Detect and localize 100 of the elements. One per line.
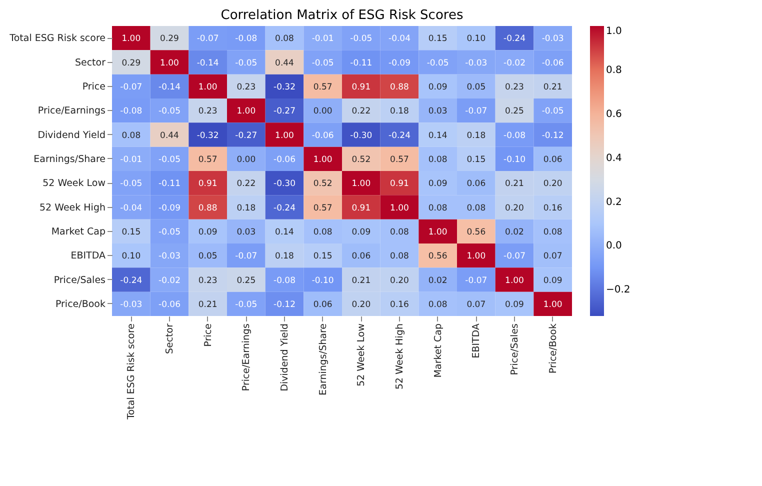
x-tick-label: Dividend Yield: [280, 324, 290, 392]
data-label: 0.29: [160, 34, 179, 44]
data-label: 0.21: [198, 300, 218, 310]
data-label: 0.18: [466, 130, 486, 141]
y-tick-label: Price/Earnings: [38, 106, 106, 117]
data-label: 1.00: [466, 252, 486, 262]
data-label: 0.21: [505, 179, 524, 190]
data-label: -0.09: [158, 203, 180, 214]
data-label: 1.00: [236, 106, 256, 117]
x-tick-label: 52 Week High: [394, 324, 406, 390]
data-label: 1.00: [390, 203, 409, 214]
x-tick-label: Sector: [164, 323, 176, 354]
y-tick-label: Earnings/Share: [34, 154, 106, 165]
data-label: -0.07: [196, 34, 219, 44]
data-label: 0.57: [390, 154, 409, 165]
color-bar-label: 0.0: [606, 240, 622, 252]
data-label: -0.03: [120, 300, 142, 310]
data-label: -0.05: [542, 106, 564, 117]
data-label: -0.07: [504, 252, 526, 262]
data-label: 0.52: [352, 154, 371, 165]
data-label: -0.03: [542, 34, 564, 44]
data-label: 0.91: [390, 179, 409, 190]
y-tick-label: EBITDA: [70, 250, 106, 262]
data-label: -0.02: [504, 58, 526, 68]
data-label: -0.07: [465, 276, 488, 286]
data-label: -0.06: [158, 300, 180, 310]
data-label: -0.10: [312, 276, 334, 286]
data-label: -0.05: [426, 58, 449, 68]
data-label: 0.23: [505, 82, 524, 92]
data-label: 0.57: [198, 154, 218, 165]
data-label: 0.23: [236, 82, 256, 92]
data-label: 1.00: [275, 130, 294, 141]
data-label: -0.11: [158, 179, 180, 190]
color-bar-label: 0.4: [606, 152, 622, 164]
data-label: -0.03: [465, 58, 488, 68]
data-label: -0.05: [158, 227, 180, 238]
data-label: -0.10: [504, 154, 526, 165]
data-label: -0.32: [196, 130, 219, 141]
data-label: 0.21: [352, 276, 371, 286]
data-label: -0.14: [196, 58, 219, 68]
data-label: 0.15: [428, 34, 448, 44]
data-label: 0.02: [505, 227, 524, 238]
data-label: 0.25: [505, 106, 524, 117]
data-label: 0.09: [352, 227, 371, 238]
data-label: -0.05: [120, 179, 142, 190]
data-label: 1.00: [543, 300, 562, 310]
data-label: 0.05: [466, 82, 486, 92]
data-label: -0.12: [542, 130, 564, 141]
data-label: -0.05: [235, 58, 258, 68]
data-label: 0.03: [428, 106, 448, 117]
data-label: 0.52: [313, 179, 332, 190]
color-bar-label: −0.2: [606, 284, 630, 296]
data-label: 0.91: [352, 203, 371, 214]
data-label: 0.08: [313, 227, 332, 238]
data-label: 0.08: [122, 130, 141, 141]
data-label: 0.08: [543, 227, 562, 238]
data-label: 0.03: [236, 227, 256, 238]
data-label: 0.57: [313, 203, 332, 214]
data-label: 0.09: [543, 276, 562, 286]
data-label: -0.08: [235, 34, 258, 44]
x-tick-label: Market Cap: [432, 324, 444, 378]
data-label: 0.20: [543, 179, 562, 190]
data-label: -0.30: [350, 130, 372, 141]
data-label: 1.00: [505, 276, 524, 286]
data-label: 0.44: [160, 130, 179, 141]
data-label: -0.30: [274, 179, 296, 190]
data-label: -0.24: [388, 130, 410, 141]
data-label: -0.05: [350, 34, 372, 44]
color-bar-label: 0.8: [606, 64, 622, 76]
data-label: 0.15: [122, 227, 141, 238]
x-tick-label: Price/Book: [548, 323, 559, 374]
data-label: 0.06: [543, 154, 562, 165]
data-label: 0.09: [505, 300, 524, 310]
data-label: 0.88: [390, 82, 409, 92]
data-label: 0.20: [505, 203, 524, 214]
data-label: 0.18: [236, 203, 256, 214]
data-label: 0.23: [198, 276, 218, 286]
data-label: -0.05: [158, 106, 180, 117]
x-tick-label: Earnings/Share: [318, 323, 329, 396]
data-label: 0.25: [236, 276, 256, 286]
data-label: -0.04: [388, 34, 410, 44]
data-label: 0.08: [275, 34, 294, 44]
data-label: 0.56: [466, 227, 486, 238]
data-label: -0.07: [465, 106, 488, 117]
data-label: 0.05: [198, 252, 218, 262]
data-label: 0.20: [352, 300, 371, 310]
y-tick-label: Dividend Yield: [38, 130, 106, 141]
data-label: -0.24: [120, 276, 142, 286]
data-label: 0.08: [466, 203, 486, 214]
data-label: -0.07: [235, 252, 258, 262]
data-label: 0.16: [543, 203, 562, 214]
data-label: 0.08: [390, 227, 409, 238]
data-label: -0.12: [274, 300, 296, 310]
data-label: 0.20: [390, 276, 409, 286]
data-label: -0.06: [312, 130, 334, 141]
data-label: 0.07: [543, 252, 562, 262]
y-tick-label: 52 Week Low: [42, 178, 106, 190]
data-label: -0.04: [120, 203, 142, 214]
y-tick-label: Price: [82, 81, 106, 92]
data-label: 0.08: [428, 203, 448, 214]
